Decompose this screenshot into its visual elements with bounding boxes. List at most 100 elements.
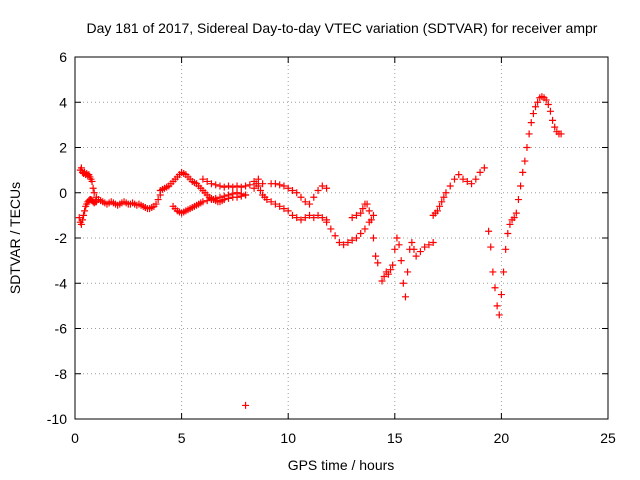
data-point	[523, 144, 531, 151]
data-point	[297, 216, 305, 224]
y-tick-label: -10	[47, 411, 67, 427]
data-point	[442, 189, 450, 197]
data-point	[352, 234, 360, 242]
data-point	[276, 202, 284, 210]
data-point	[220, 192, 228, 200]
data-point	[506, 220, 514, 228]
data-point	[77, 220, 85, 228]
data-point	[527, 119, 535, 127]
data-point	[310, 214, 318, 222]
x-tick-label: 20	[494, 430, 510, 446]
data-point	[412, 252, 420, 260]
data-point	[280, 205, 288, 213]
data-point	[416, 248, 424, 256]
data-point	[280, 182, 288, 190]
data-point	[425, 241, 433, 249]
data-point	[433, 207, 441, 215]
data-point	[335, 239, 343, 247]
data-point	[254, 175, 262, 183]
x-tick-label: 0	[71, 430, 79, 446]
data-point	[500, 268, 508, 276]
data-point	[293, 214, 301, 222]
data-point	[225, 182, 233, 190]
data-point	[271, 200, 279, 208]
data-point	[363, 200, 371, 208]
data-point	[237, 190, 245, 198]
data-point	[542, 96, 550, 104]
data-point	[352, 211, 360, 219]
data-point	[450, 175, 458, 183]
data-point	[297, 193, 305, 201]
data-point	[495, 311, 503, 319]
data-point	[532, 103, 540, 111]
data-point	[510, 214, 518, 222]
data-point	[359, 205, 367, 213]
data-point	[288, 186, 296, 194]
x-tick-label: 5	[178, 430, 186, 446]
y-tick-label: 0	[59, 185, 67, 201]
data-point	[284, 184, 292, 192]
data-point	[229, 190, 237, 198]
series-arc6	[250, 180, 331, 224]
x-tick-label: 10	[280, 430, 296, 446]
series-arc9	[348, 200, 382, 267]
data-point	[393, 234, 401, 242]
data-point	[487, 243, 495, 251]
data-point	[438, 198, 446, 206]
data-point	[212, 181, 220, 189]
data-point	[271, 180, 279, 188]
data-point	[199, 198, 207, 206]
data-point	[549, 116, 557, 124]
y-axis-label: SDTVAR / TECUs	[7, 182, 23, 294]
y-tick-label: 4	[59, 94, 67, 110]
data-point	[81, 207, 89, 215]
data-point	[340, 241, 348, 249]
data-point	[306, 200, 314, 208]
y-tick-label: 2	[59, 140, 67, 156]
data-point	[517, 182, 525, 190]
data-point	[378, 277, 386, 285]
data-point	[323, 218, 331, 226]
data-point	[440, 193, 448, 201]
series-arc2	[76, 164, 164, 213]
data-point	[401, 293, 409, 301]
data-point	[263, 196, 271, 204]
data-point	[203, 177, 211, 185]
data-point	[459, 175, 467, 183]
data-points	[75, 93, 565, 409]
data-point	[310, 193, 318, 201]
data-point	[367, 216, 375, 224]
data-point	[259, 180, 267, 188]
data-point	[534, 98, 542, 106]
data-point	[90, 189, 98, 197]
data-point	[348, 214, 356, 222]
data-point	[491, 284, 499, 292]
data-point	[357, 209, 365, 217]
data-point	[472, 175, 480, 183]
data-point	[199, 175, 207, 183]
plot-frame	[74, 56, 609, 420]
y-tick-label: -8	[55, 366, 68, 382]
data-point	[323, 184, 331, 192]
data-point	[233, 182, 241, 190]
series-arc1	[75, 196, 100, 228]
data-point	[512, 209, 520, 217]
data-point	[410, 245, 418, 253]
data-point	[318, 182, 326, 190]
data-point	[546, 107, 554, 115]
data-point	[529, 110, 537, 118]
y-tick-label: -2	[55, 230, 68, 246]
data-point	[380, 272, 388, 280]
data-point	[399, 279, 407, 287]
data-point	[288, 211, 296, 219]
data-point	[369, 234, 377, 242]
data-point	[293, 189, 301, 197]
data-point	[250, 184, 258, 192]
y-tick-label: -4	[55, 275, 68, 291]
data-point	[387, 266, 395, 274]
data-point	[267, 198, 275, 206]
data-point	[468, 180, 476, 188]
data-point	[242, 401, 250, 409]
data-point	[480, 164, 488, 172]
